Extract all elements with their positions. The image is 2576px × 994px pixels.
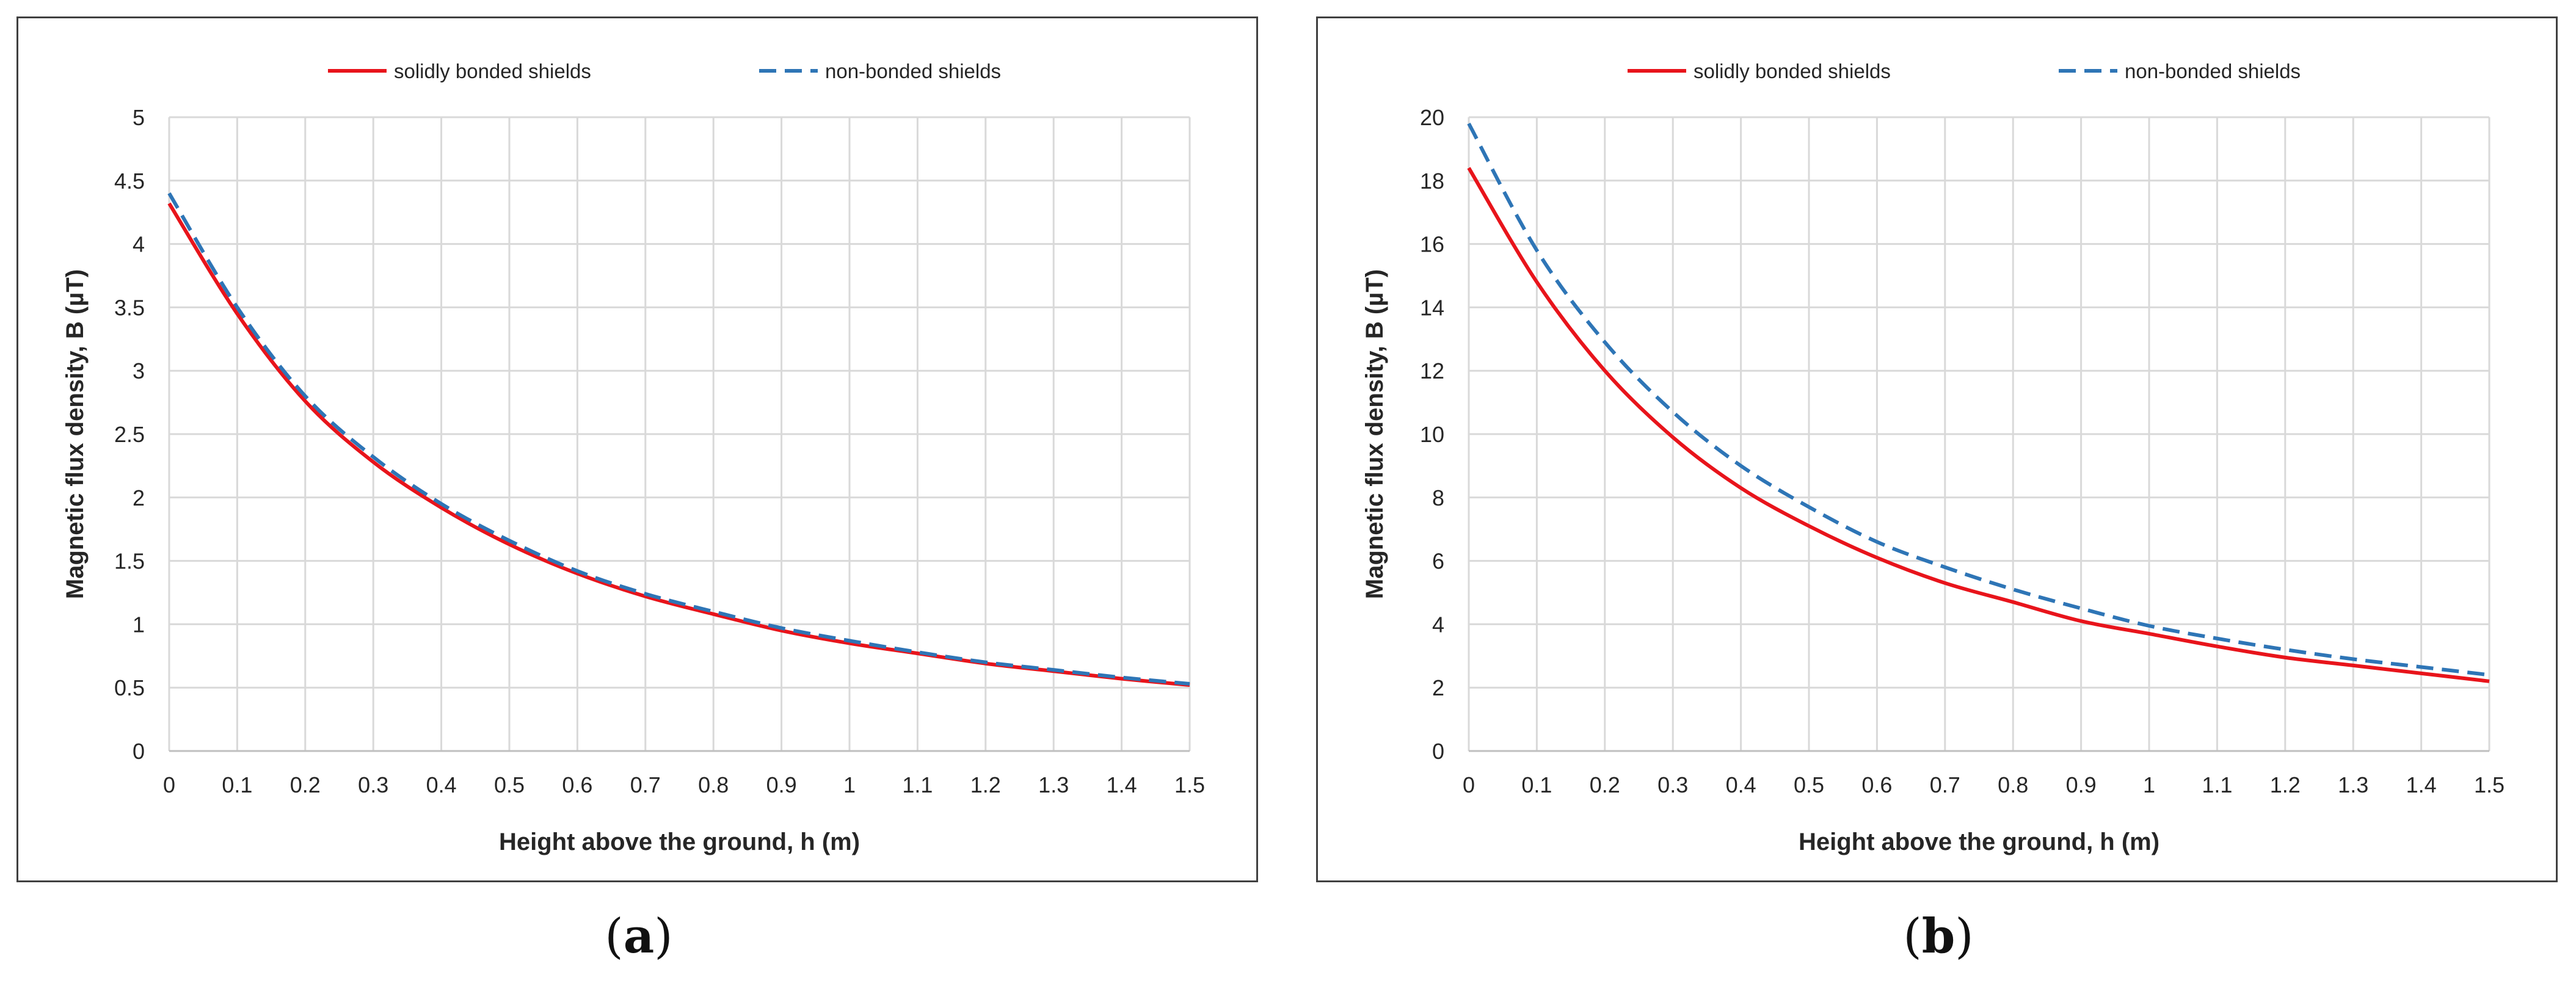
chart-b-y-tick-label: 2 [1432, 675, 1444, 700]
chart-a-x-tick-label: 1.1 [902, 772, 933, 797]
chart-a-x-tick-label: 0.5 [494, 772, 525, 797]
chart-a-y-tick-label: 1 [133, 612, 145, 637]
chart-b-series-solidly-bonded-line [1467, 167, 2490, 683]
chart-b-x-tick-label: 0.1 [1521, 772, 1552, 797]
caption-b: (b) [1903, 909, 1974, 964]
caption-a: (a) [605, 909, 673, 964]
chart-b-y-tick-label: 16 [1420, 232, 1444, 257]
chart-a-x-tick-label: 0.1 [222, 772, 252, 797]
chart-b-x-tick-label: 1.5 [2474, 772, 2505, 797]
chart-a-x-tick-label: 1.4 [1107, 772, 1137, 797]
chart-a-y-tick-label: 1.5 [114, 549, 145, 574]
chart-a-x-tick-label: 0.3 [358, 772, 388, 797]
chart-b-y-tick-label: 12 [1420, 358, 1444, 383]
chart-b-x-axis-title: Height above the ground, h (m) [1799, 829, 2159, 855]
chart-b-x-tick-label: 1 [2143, 772, 2155, 797]
chart-a-x-tick-label: 1 [843, 772, 856, 797]
chart-b-x-tick-label: 1.3 [2338, 772, 2368, 797]
chart-b-y-tick-label: 4 [1432, 612, 1444, 637]
chart-a-x-axis-title: Height above the ground, h (m) [499, 829, 860, 855]
chart-a-x-tick-label: 0.4 [426, 772, 457, 797]
chart-a-legend-label: solidly bonded shields [394, 60, 591, 82]
chart-b-x-tick-label: 0.2 [1590, 772, 1620, 797]
chart-b-series-non-bonded-line [1467, 122, 2490, 677]
chart-a-svg: 0 0.1 0.2 0.3 0.4 0.5 0.6 0.7 0.8 0.9 1 1.1 1.2 1.3 1.… [62, 60, 1205, 855]
chart-a-x-tick-label: 0.9 [766, 772, 797, 797]
chart-a-x-tick-label: 0.8 [698, 772, 729, 797]
chart-b-x-tick-label: 0.4 [1726, 772, 1756, 797]
chart-a-y-tick-label: 4 [133, 232, 145, 257]
chart-b-y-tick-label: 8 [1432, 485, 1444, 510]
chart-a-x-tick-label: 1.2 [970, 772, 1001, 797]
chart-b-svg: 0 0.1 0.2 0.3 0.4 0.5 0.6 0.7 0.8 0.9 1 1.1 1.2 1.3 1.… [1361, 60, 2505, 855]
chart-a-y-tick-label: 4.5 [114, 169, 145, 194]
chart-b-x-tick-label: 1.1 [2202, 772, 2232, 797]
chart-b-x-tick-label: 0 [1463, 772, 1475, 797]
chart-a-y-axis-title: Magnetic flux density, B (µT) [62, 269, 89, 599]
chart-b-x-tick-label: 0.5 [1794, 772, 1824, 797]
chart-panel-b: 0 0.1 0.2 0.3 0.4 0.5 0.6 0.7 0.8 0.9 1 1.1 1.2 1.3 1.… [1316, 16, 2558, 882]
chart-b-y-tick-label: 20 [1420, 105, 1444, 130]
chart-a-series-non-bonded-line [167, 192, 1190, 686]
chart-b-y-tick-label: 0 [1432, 739, 1444, 764]
chart-b-legend-label: solidly bonded shields [1694, 60, 1891, 82]
chart-a-y-tick-label: 0.5 [114, 675, 145, 700]
chart-a-legend-label: non-bonded shields [825, 60, 1001, 82]
chart-a-y-tick-label: 3.5 [114, 295, 145, 320]
chart-a-y-tick-label: 5 [133, 105, 145, 130]
chart-b-y-tick-label: 10 [1420, 422, 1444, 447]
chart-b-x-tick-label: 0.7 [1930, 772, 1960, 797]
chart-panel-a: 0 0.1 0.2 0.3 0.4 0.5 0.6 0.7 0.8 0.9 1 1.1 1.2 1.3 1.… [16, 16, 1258, 882]
chart-a-y-tick-label: 2 [133, 485, 145, 510]
chart-b-y-tick-label: 6 [1432, 549, 1444, 574]
chart-b-y-tick-label: 14 [1420, 295, 1444, 320]
chart-a-y-tick-label: 0 [133, 739, 145, 764]
chart-a-y-tick-label: 3 [133, 358, 145, 383]
chart-b-y-axis-title: Magnetic flux density, B (µT) [1361, 269, 1388, 599]
chart-b-x-tick-label: 0.3 [1657, 772, 1688, 797]
chart-b-legend-label: non-bonded shields [2125, 60, 2301, 82]
chart-a-x-tick-label: 0.6 [562, 772, 592, 797]
chart-b-x-tick-label: 0.8 [1998, 772, 2028, 797]
chart-a-x-tick-label: 0 [163, 772, 175, 797]
chart-a-x-tick-label: 0.2 [290, 772, 321, 797]
chart-b-x-tick-label: 0.9 [2066, 772, 2097, 797]
chart-a-y-tick-label: 2.5 [114, 422, 145, 447]
chart-b-x-tick-label: 1.2 [2270, 772, 2301, 797]
chart-b-y-tick-label: 18 [1420, 169, 1444, 194]
chart-a-x-tick-label: 1.3 [1038, 772, 1069, 797]
chart-b-x-tick-label: 1.4 [2406, 772, 2437, 797]
chart-a-x-tick-label: 1.5 [1174, 772, 1205, 797]
chart-b-x-tick-label: 0.6 [1861, 772, 1892, 797]
chart-a-x-tick-label: 0.7 [630, 772, 661, 797]
